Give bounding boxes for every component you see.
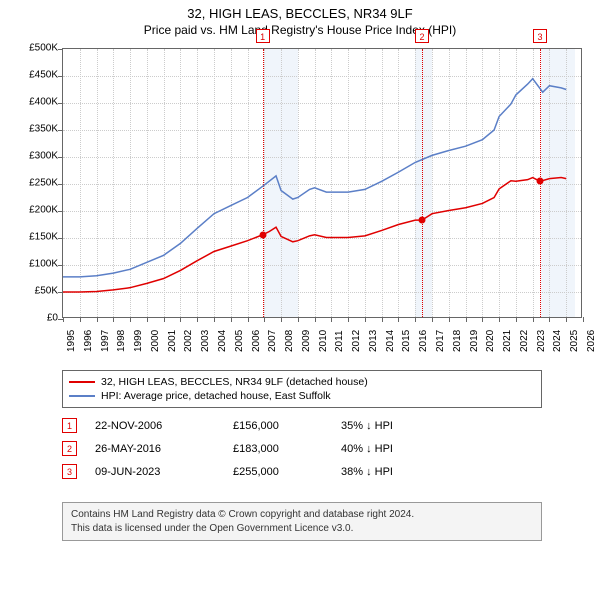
transaction-row: 3 09-JUN-2023 £255,000 38% ↓ HPI (62, 460, 542, 483)
x-axis-label: 2014 (385, 330, 396, 352)
x-axis-label: 2008 (284, 330, 295, 352)
x-axis-label: 1998 (116, 330, 127, 352)
x-axis-label: 2009 (301, 330, 312, 352)
marker-badge: 3 (533, 29, 547, 43)
transaction-date: 26-MAY-2016 (95, 443, 215, 455)
x-axis-label: 2019 (469, 330, 480, 352)
transaction-badge: 2 (62, 441, 77, 456)
x-axis-label: 2025 (569, 330, 580, 352)
transaction-date: 22-NOV-2006 (95, 420, 215, 432)
y-axis-label: £500K (18, 43, 58, 54)
x-axis-label: 2011 (334, 330, 345, 352)
x-axis-label: 2023 (536, 330, 547, 352)
x-axis-label: 2012 (351, 330, 362, 352)
footer-line2: This data is licensed under the Open Gov… (71, 522, 533, 536)
footer-line1: Contains HM Land Registry data © Crown c… (71, 508, 533, 522)
x-axis-label: 2004 (217, 330, 228, 352)
marker-badge: 2 (415, 29, 429, 43)
plot-area: 123 (62, 48, 582, 318)
y-axis-label: £150K (18, 232, 58, 243)
x-axis-label: 2024 (552, 330, 563, 352)
transaction-date: 09-JUN-2023 (95, 466, 215, 478)
x-axis-label: 2001 (167, 330, 178, 352)
x-axis-label: 2003 (200, 330, 211, 352)
x-axis-label: 2016 (418, 330, 429, 352)
x-axis-label: 1996 (83, 330, 94, 352)
x-axis-label: 2018 (452, 330, 463, 352)
y-axis-label: £350K (18, 124, 58, 135)
legend-item: HPI: Average price, detached house, East… (69, 389, 535, 403)
x-axis-label: 2010 (318, 330, 329, 352)
transaction-price: £183,000 (233, 443, 323, 455)
legend-item: 32, HIGH LEAS, BECCLES, NR34 9LF (detach… (69, 375, 535, 389)
y-axis-label: £100K (18, 259, 58, 270)
x-axis-label: 1997 (100, 330, 111, 352)
y-axis-label: £0 (18, 313, 58, 324)
transaction-diff: 38% ↓ HPI (341, 466, 431, 478)
transaction-badge: 3 (62, 464, 77, 479)
y-axis-label: £300K (18, 151, 58, 162)
transactions-table: 1 22-NOV-2006 £156,000 35% ↓ HPI 2 26-MAY-201… (62, 414, 542, 483)
x-axis-label: 2026 (586, 330, 597, 352)
legend-label: HPI: Average price, detached house, East… (101, 390, 331, 402)
transaction-row: 2 26-MAY-2016 £183,000 40% ↓ HPI (62, 437, 542, 460)
x-axis-label: 2000 (150, 330, 161, 352)
x-axis-label: 1995 (66, 330, 77, 352)
chart-container: 32, HIGH LEAS, BECCLES, NR34 9LF Price p… (0, 0, 600, 590)
transaction-row: 1 22-NOV-2006 £156,000 35% ↓ HPI (62, 414, 542, 437)
x-axis-label: 2022 (519, 330, 530, 352)
x-axis-label: 2002 (183, 330, 194, 352)
x-axis-label: 2007 (267, 330, 278, 352)
transaction-price: £156,000 (233, 420, 323, 432)
series-hpi (63, 79, 566, 277)
x-axis-label: 2020 (485, 330, 496, 352)
transaction-price: £255,000 (233, 466, 323, 478)
legend: 32, HIGH LEAS, BECCLES, NR34 9LF (detach… (62, 370, 542, 408)
x-axis-label: 2021 (502, 330, 513, 352)
y-axis-label: £250K (18, 178, 58, 189)
x-axis-label: 2005 (234, 330, 245, 352)
x-axis-label: 2017 (435, 330, 446, 352)
footer-attribution: Contains HM Land Registry data © Crown c… (62, 502, 542, 541)
transaction-badge: 1 (62, 418, 77, 433)
x-axis-label: 2013 (368, 330, 379, 352)
y-axis-label: £200K (18, 205, 58, 216)
transaction-diff: 40% ↓ HPI (341, 443, 431, 455)
x-axis-label: 2015 (401, 330, 412, 352)
series-property (63, 178, 566, 292)
y-axis-label: £50K (18, 286, 58, 297)
x-axis-label: 1999 (133, 330, 144, 352)
y-axis-label: £400K (18, 97, 58, 108)
legend-swatch (69, 381, 95, 383)
chart-area: 123 £0 £50K £100K £150K £200K £250K £300K £350K… (10, 44, 590, 364)
title-subtitle: Price paid vs. HM Land Registry's House … (0, 23, 600, 37)
legend-label: 32, HIGH LEAS, BECCLES, NR34 9LF (detach… (101, 376, 368, 388)
title-address: 32, HIGH LEAS, BECCLES, NR34 9LF (0, 6, 600, 21)
title-block: 32, HIGH LEAS, BECCLES, NR34 9LF Price p… (0, 0, 600, 39)
x-axis-label: 2006 (251, 330, 262, 352)
marker-badge: 1 (256, 29, 270, 43)
y-axis-label: £450K (18, 70, 58, 81)
legend-swatch (69, 395, 95, 397)
transaction-diff: 35% ↓ HPI (341, 420, 431, 432)
